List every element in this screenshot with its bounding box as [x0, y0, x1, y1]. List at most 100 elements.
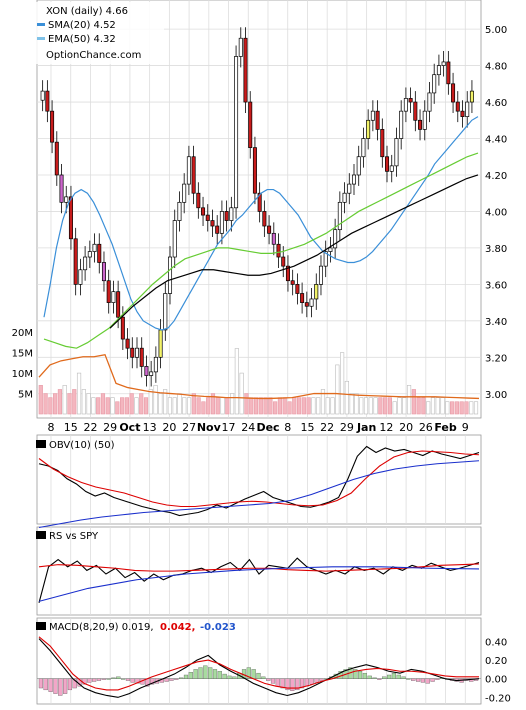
candle-body	[163, 293, 168, 331]
volume-tick-label: 10M	[12, 369, 33, 380]
macd-histogram-bar	[150, 678, 155, 685]
volume-bar	[349, 393, 354, 415]
price-tick-label: 4.40	[485, 135, 507, 146]
candle-body	[314, 284, 319, 300]
volume-bar	[57, 389, 63, 415]
volume-bar	[62, 385, 67, 415]
volume-bar	[191, 393, 196, 415]
macd-signal-value: 0.042,	[160, 622, 195, 633]
candle-body	[465, 101, 470, 117]
volume-bar	[115, 401, 120, 415]
candle-body	[54, 141, 59, 176]
macd-histogram-bar	[270, 678, 276, 684]
candle-body	[441, 61, 446, 66]
macd-histogram-bar	[67, 678, 73, 691]
x-tick-label: 22	[320, 421, 334, 434]
macd-histogram-bar	[222, 673, 227, 679]
candle-body	[366, 119, 371, 139]
macd-histogram-bar	[58, 678, 63, 696]
macd-histogram-bar	[232, 676, 237, 679]
macd-histogram-bar	[164, 678, 169, 682]
macd-histogram-bar	[367, 675, 372, 679]
volume-bar	[296, 397, 302, 415]
macd-tick-label: 0.40	[485, 637, 507, 648]
candle-body	[252, 147, 257, 194]
volume-bar	[72, 389, 77, 415]
candle-body	[243, 37, 248, 103]
volume-bar	[340, 352, 345, 415]
candle-body	[342, 192, 347, 203]
macd-histogram-bar	[135, 678, 140, 684]
price-tick-label: 5.00	[485, 25, 507, 36]
sma-line	[43, 116, 479, 331]
candle-body	[196, 192, 201, 209]
candle-body	[229, 207, 234, 221]
volume-bar	[38, 385, 43, 415]
candle-body	[304, 302, 309, 307]
macd-panel	[37, 636, 481, 698]
ema-line	[43, 152, 479, 349]
macd-histogram-bar	[382, 676, 387, 679]
volume-bar	[306, 397, 311, 415]
volume-bar	[120, 397, 125, 415]
candle-body	[64, 196, 69, 203]
x-tick-label: 15	[64, 421, 78, 434]
candle-body	[134, 347, 139, 358]
candle-body	[182, 183, 187, 203]
volume-bar	[287, 401, 292, 415]
volume-bar	[201, 401, 206, 415]
volume-bar	[397, 397, 402, 415]
volume-bar	[139, 393, 144, 415]
volume-bar	[96, 397, 101, 415]
volume-bar	[378, 397, 383, 415]
candle-body	[455, 101, 460, 112]
volume-bar	[153, 385, 158, 415]
macd-histogram-bar	[251, 669, 256, 679]
candle-body	[422, 110, 427, 130]
candle-body	[347, 183, 352, 194]
x-tick-label: Feb	[434, 421, 457, 434]
volume-bar	[53, 393, 58, 415]
candle-body	[101, 262, 106, 282]
macd-histogram-bar	[38, 678, 44, 689]
rs-panel	[38, 557, 480, 603]
volume-bar	[402, 397, 407, 415]
macd-histogram-bar	[314, 678, 319, 683]
volume-bar	[196, 397, 201, 415]
volume-bar	[445, 401, 450, 415]
candle-body	[130, 347, 135, 358]
macd-histogram-bar	[125, 678, 131, 681]
x-tick-label: 27	[182, 421, 196, 434]
volume-bar	[440, 397, 445, 415]
macd-histogram-bar	[217, 671, 222, 679]
candle-body	[50, 110, 55, 143]
macd-histogram-bar	[372, 677, 377, 679]
volume-bar	[316, 397, 321, 415]
macd-histogram-bar	[87, 678, 92, 683]
macd-histogram-bar	[401, 676, 406, 679]
volume-bar	[387, 397, 393, 415]
candle-body	[144, 366, 149, 376]
candle-body	[40, 90, 45, 101]
candle-body	[281, 256, 286, 267]
macd-signal-line	[38, 636, 479, 691]
x-tick-label: 12	[379, 421, 393, 434]
candle-body	[285, 265, 290, 282]
x-tick-label: 22	[83, 421, 97, 434]
obv-panel-frame	[36, 434, 482, 525]
macd-histogram-bar	[48, 678, 53, 692]
volume-bar	[158, 393, 163, 415]
volume-bar	[124, 397, 129, 415]
candle-body	[45, 90, 50, 112]
volume-bar	[86, 393, 91, 415]
volume-bar	[320, 389, 326, 415]
volume-bar	[105, 397, 110, 415]
price-tick-label: 4.20	[485, 171, 507, 182]
x-tick-label: 8	[284, 421, 291, 434]
macd-histogram-bar	[116, 676, 121, 679]
macd-histogram-bar	[208, 667, 213, 679]
macd-histogram-bar	[72, 678, 77, 689]
volume-bar	[263, 397, 268, 415]
candle-body	[59, 174, 64, 203]
